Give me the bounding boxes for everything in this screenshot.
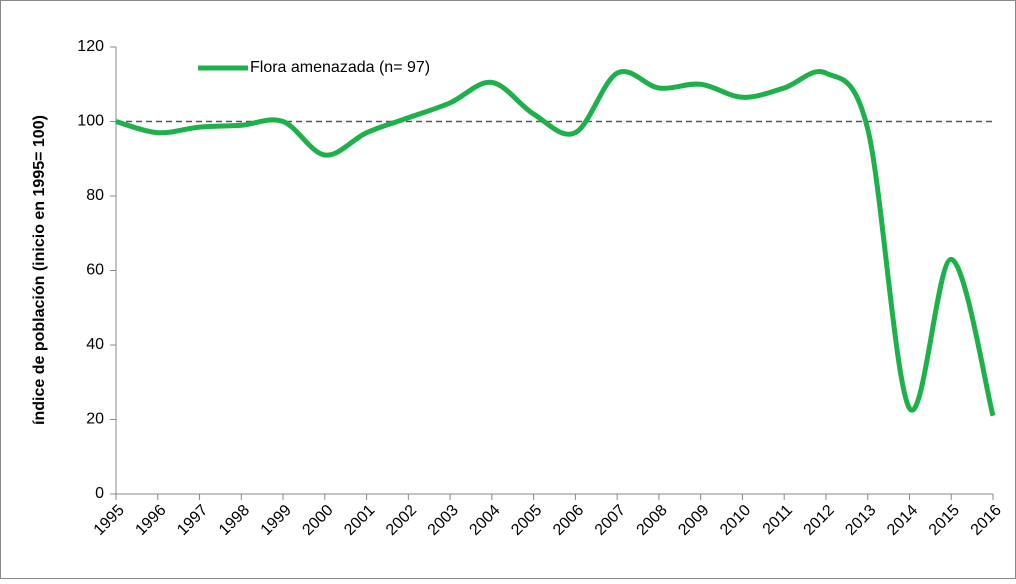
y-tick-label: 80 [86, 187, 104, 204]
y-tick-label: 40 [86, 336, 104, 353]
y-axis-label: índice de población (inicio en 1995= 100… [31, 115, 48, 425]
y-tick-label: 0 [95, 485, 104, 502]
y-tick-label: 100 [77, 113, 104, 130]
y-tick-label: 20 [86, 411, 104, 428]
data-line [115, 69, 996, 417]
y-tick-label: 120 [77, 38, 104, 55]
legend-label: Flora amenazada (n= 97) [250, 59, 430, 76]
y-tick-label: 60 [86, 262, 104, 279]
